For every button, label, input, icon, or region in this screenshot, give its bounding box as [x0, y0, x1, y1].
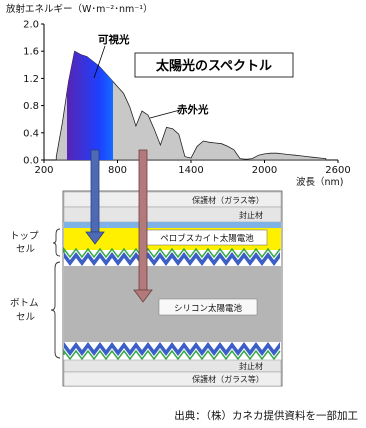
tandem-cell-diagram: 保護材（ガラス等） 封止材 ペロブスカイト太陽電池 シリコン太陽電池 封止材 保…	[10, 190, 283, 387]
bottom-cell-label-2: セル	[16, 312, 36, 323]
bottom-cell-label-1: ボトム	[10, 298, 39, 309]
y-ticks: 0.0 0.4 0.8 1.2 1.6 2.0	[23, 20, 44, 167]
top-cell-label-1: トップ	[10, 231, 39, 242]
silicon-label-box	[158, 298, 258, 316]
y-axis-label: 放射エネルギー（W･m⁻²･nm⁻¹）	[6, 3, 153, 15]
chart-title: 太陽光のスペクトル	[155, 58, 272, 74]
bottom-glass-layer	[63, 371, 282, 387]
spectrum-chart: 放射エネルギー（W･m⁻²･nm⁻¹） 0.0 0.4 0.8 1.2 1.6 2.0 2…	[6, 3, 351, 188]
y-tick-label: 0.4	[23, 128, 39, 139]
top-glass-label: 保護材（ガラス等）	[192, 195, 264, 205]
top-cell-label-2: セル	[16, 244, 36, 255]
visible-band-area	[67, 51, 113, 160]
y-tick-label: 0.8	[23, 101, 39, 112]
infrared-arrow	[133, 149, 153, 303]
interface-layer-bottom-green	[63, 348, 281, 361]
source-caption: 出典：（株）カネカ提供資料を一部加工	[174, 409, 358, 422]
perovskite-label: ペロブスカイト太陽電池	[160, 233, 254, 244]
infrared-label: 赤外光	[177, 103, 209, 116]
x-axis-label: 波長（nm)	[296, 176, 343, 188]
bottom-glass-label: 保護材（ガラス等）	[192, 374, 264, 384]
visible-light-arrow	[85, 149, 105, 245]
x-tick-label: 1400	[178, 165, 203, 176]
x-tick-label: 200	[34, 165, 53, 176]
visible-light-pointer	[93, 45, 106, 79]
x-tick-label: 2000	[252, 165, 277, 176]
infrared-pointer	[149, 109, 181, 119]
x-tick-label: 2600	[325, 165, 350, 176]
x-ticks: 200 800 1400 2000 2600	[34, 160, 351, 176]
visible-light-label: 可視光	[98, 33, 130, 46]
interface-layer-top	[64, 252, 280, 266]
x-tick-label: 800	[108, 165, 127, 176]
bottom-cell-brace	[50, 261, 61, 359]
chart-title-box	[134, 52, 294, 78]
interface-layer-bottom	[64, 342, 280, 356]
top-cell-brace	[52, 228, 61, 257]
silicon-label: シリコン太陽電池	[174, 303, 243, 314]
y-tick-label: 2.0	[23, 20, 39, 31]
bottom-sealant-label: 封止材	[239, 361, 263, 371]
y-tick-label: 0.0	[23, 156, 39, 167]
y-tick-label: 1.2	[23, 74, 39, 85]
interface-layer-top-green	[63, 246, 281, 259]
y-tick-label: 1.6	[23, 47, 39, 58]
top-sealant-label: 封止材	[239, 210, 263, 220]
perovskite-top-electrode	[64, 222, 281, 228]
